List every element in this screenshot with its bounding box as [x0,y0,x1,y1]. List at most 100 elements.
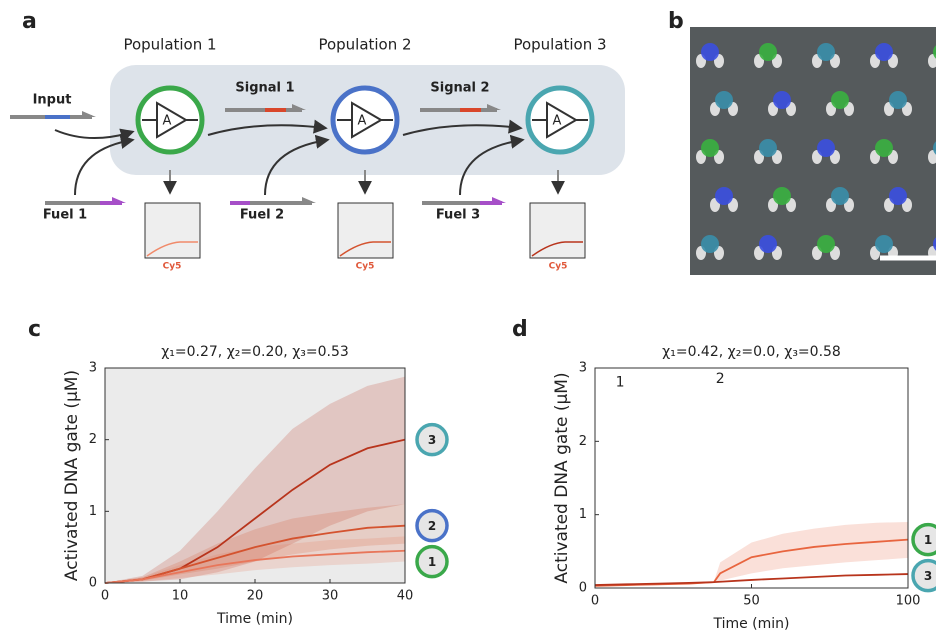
plot-frame [594,367,909,589]
x-tick-label: 0 [101,589,109,604]
y-tick-label: 1 [579,507,587,522]
legend-ring [415,508,449,543]
x-tick-label: 10 [172,589,189,604]
y-tick-label: 1 [89,504,97,519]
readout-label: Cy5 [163,262,182,272]
x-tick-label: 40 [397,589,414,604]
y-tick-label: 2 [579,434,587,449]
annotation: 1 [616,375,625,391]
population-label: Population 3 [513,36,606,54]
annotation: 2 [716,371,725,387]
bead [933,45,936,59]
legend-label: 3 [428,433,436,447]
signal-label: Signal 1 [235,81,294,96]
gate: A [135,85,205,155]
legend-label: 2 [428,519,436,533]
legend-label: 3 [924,569,932,583]
bead [773,91,791,109]
band [595,522,908,587]
y-tick-label: 2 [89,432,97,447]
spot [928,54,936,68]
bead [817,43,835,61]
strand-tip [292,104,306,110]
gate: A [525,85,595,155]
y-tick-label: 0 [89,576,97,591]
line [104,549,406,584]
bead [759,43,777,61]
input-label: Input [33,93,72,108]
bead [773,187,791,205]
x-tick-label: 30 [322,589,339,604]
population-label: Population 1 [123,36,216,54]
readout-label: Cy5 [356,262,375,272]
strand-tip [82,111,96,117]
y-tick-label: 0 [579,581,587,596]
y-tick-label: 3 [89,361,97,376]
x-tick-label: 50 [743,594,760,609]
legend-label: 1 [428,555,436,569]
fuel-label: Fuel 1 [43,208,87,223]
x-tick-label: 100 [896,594,921,609]
gate-symbol: A [163,114,172,129]
legend-ring [415,544,449,579]
bead [889,91,907,109]
gate: A [330,85,400,155]
arrow [54,128,135,142]
legend-label: 1 [924,533,932,547]
readout: Cy5 [144,170,201,272]
bead [701,139,719,157]
population-label: Population 2 [318,36,411,54]
panel-label: b [668,9,684,34]
bead [759,139,777,157]
bead [715,187,733,205]
bead [817,235,835,253]
x-axis-label: Time (min) [216,611,293,627]
readout: Cy5 [529,170,586,272]
strand-tip [112,197,126,203]
line [104,524,406,584]
arrow [207,119,328,136]
fuel-label: Fuel 3 [436,208,480,223]
arrow [264,134,330,196]
bead [715,91,733,109]
chart-title: χ₁=0.27, χ₂=0.20, χ₃=0.53 [161,344,349,360]
panel-label: a [22,9,37,34]
plot-frame [104,367,406,584]
arrow [402,119,523,136]
line [594,573,909,586]
gate-symbol: A [553,114,562,129]
diagram: Population 1 Population 2 Population 3 I… [10,36,625,272]
x-axis-label: Time (min) [712,616,789,632]
band [105,376,405,583]
strand-tip [487,104,501,110]
x-tick-label: 20 [247,589,264,604]
bead [933,141,936,155]
bead [875,139,893,157]
micrograph [690,27,936,275]
bead [933,237,936,251]
arrow [459,134,525,196]
readout: Cy5 [337,170,394,272]
bead [875,43,893,61]
bead [701,43,719,61]
bead [817,139,835,157]
arrow [74,135,135,196]
bead [831,91,849,109]
panel-label: c [28,317,41,342]
strand-tip [302,197,316,203]
y-axis-label: Activated DNA gate (μM) [62,370,82,581]
chart-title: χ₁=0.42, χ₂=0.0, χ₃=0.58 [662,344,841,360]
spot [928,150,936,164]
y-tick-label: 3 [579,361,587,376]
bead [831,187,849,205]
fuel-label: Fuel 2 [240,208,284,223]
signal-label: Signal 2 [430,81,489,96]
bead [875,235,893,253]
legend-ring [415,422,449,457]
legend-ring [911,558,936,593]
panel-label: d [512,317,528,342]
band [105,504,405,583]
bead [701,235,719,253]
bead [889,187,907,205]
